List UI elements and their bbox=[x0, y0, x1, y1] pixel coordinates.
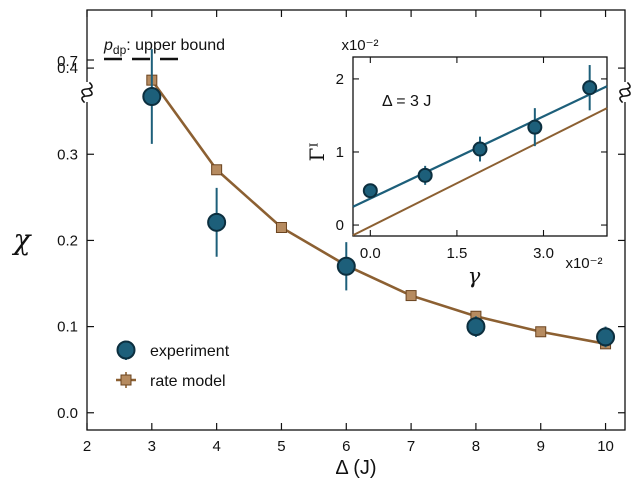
x-tick-label: 9 bbox=[537, 438, 545, 455]
x-tick-label: 2 bbox=[83, 438, 91, 455]
legend-rate-model-marker bbox=[121, 375, 131, 385]
inset-x-tick-label: 3.0 bbox=[533, 245, 554, 262]
y-tick-label: 0.2 bbox=[57, 232, 78, 249]
inset-x-tick-label: 1.5 bbox=[446, 245, 467, 262]
experiment-point bbox=[597, 328, 614, 345]
rate-model-point bbox=[536, 327, 546, 337]
x-tick-label: 5 bbox=[277, 438, 285, 455]
y-tick-label: 0.1 bbox=[57, 319, 78, 336]
inset-x-axis-label: γ bbox=[468, 264, 481, 288]
y-tick-label: 0.3 bbox=[57, 146, 78, 163]
inset-point bbox=[419, 169, 432, 182]
x-tick-label: 3 bbox=[148, 438, 156, 455]
main-x-axis-label: Δ (J) bbox=[335, 457, 376, 479]
legend-rate-model-label: rate model bbox=[150, 373, 226, 390]
experiment-point bbox=[208, 214, 225, 231]
rate-model-point bbox=[406, 291, 416, 301]
x-tick-label: 6 bbox=[342, 438, 350, 455]
inset-point bbox=[583, 81, 596, 94]
inset-x-tick-label: 0.0 bbox=[360, 245, 381, 262]
upper-bound-label: pdp: upper bound bbox=[103, 37, 225, 57]
x-tick-label: 8 bbox=[472, 438, 480, 455]
inset-y-tick-label: 2 bbox=[336, 71, 344, 88]
inset-y-exponent: x10⁻² bbox=[341, 37, 378, 54]
inset-annotation: Δ = 3 J bbox=[382, 93, 431, 110]
inset-point bbox=[364, 184, 377, 197]
y-tick-label: 0.0 bbox=[57, 405, 78, 422]
legend: experiment rate model bbox=[116, 342, 230, 391]
inset-point bbox=[528, 121, 541, 134]
legend-experiment-label: experiment bbox=[150, 343, 230, 360]
experiment-point bbox=[143, 88, 160, 105]
inset-x-exponent: x10⁻² bbox=[565, 255, 602, 272]
x-tick-label: 10 bbox=[597, 438, 614, 455]
inset-y-tick-label: 0 bbox=[336, 217, 344, 234]
inset-y-tick-label: 1 bbox=[336, 144, 344, 161]
experiment-point bbox=[467, 318, 484, 335]
rate-model-point bbox=[276, 223, 286, 233]
x-tick-label: 4 bbox=[212, 438, 220, 455]
legend-experiment-marker bbox=[118, 342, 135, 359]
y-break-tick-label: 0.7 bbox=[57, 53, 78, 70]
inset-point bbox=[474, 143, 487, 156]
experiment-point bbox=[338, 258, 355, 275]
rate-model-point bbox=[212, 165, 222, 175]
main-y-axis-label: χ bbox=[12, 223, 33, 256]
inset-y-axis-label: Γᴵ bbox=[305, 143, 329, 162]
x-tick-label: 7 bbox=[407, 438, 415, 455]
